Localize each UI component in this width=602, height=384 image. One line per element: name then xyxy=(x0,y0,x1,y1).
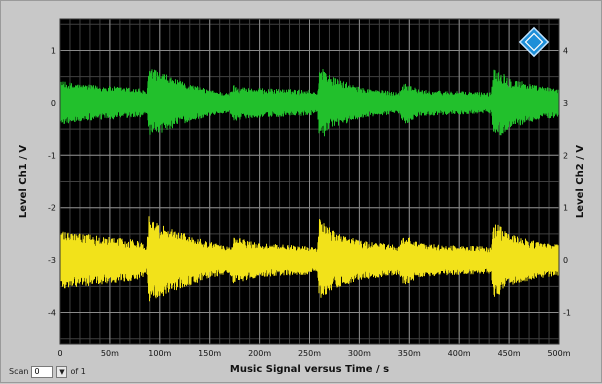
scan-selector: Scan ▼ of 1 xyxy=(9,363,86,380)
x-tick-label: 450m xyxy=(498,349,521,358)
y-right-axis-label: Level Ch2 / V xyxy=(575,145,586,218)
y-right-tick-label: 1 xyxy=(563,204,568,213)
y-right-tick-label: 2 xyxy=(563,151,568,160)
y-right-tick-label: -1 xyxy=(563,309,571,318)
x-tick-label: 250m xyxy=(298,349,321,358)
y-left-tick-label: -2 xyxy=(48,204,56,213)
x-tick-label: 0 xyxy=(57,349,62,358)
series-trace-1 xyxy=(59,68,560,137)
y-right-tick-label: 4 xyxy=(563,46,568,55)
x-tick-label: 150m xyxy=(198,349,221,358)
y-right-tick-label: 0 xyxy=(563,256,568,265)
y-left-tick-label: -4 xyxy=(48,309,56,318)
logo-diamond xyxy=(518,26,550,58)
x-tick-label: 400m xyxy=(448,349,471,358)
logo-inner xyxy=(524,32,544,52)
y-left-tick-label: -1 xyxy=(48,151,56,160)
y-left-tick-label: -3 xyxy=(48,256,56,265)
x-tick-label: 50m xyxy=(101,349,119,358)
y-right-tick-label: 3 xyxy=(563,99,568,108)
y-left-tick-label: 0 xyxy=(51,99,56,108)
scan-label: Scan xyxy=(9,367,29,376)
x-tick-label: 200m xyxy=(248,349,271,358)
rs-logo-icon xyxy=(518,26,550,58)
x-tick-label: 300m xyxy=(348,349,371,358)
y-left-axis-label: Level Ch1 / V xyxy=(18,145,29,218)
x-tick-label: 100m xyxy=(148,349,171,358)
scan-input[interactable] xyxy=(31,365,54,378)
scan-count: of 1 xyxy=(70,367,86,376)
plot-frame xyxy=(59,18,560,345)
x-tick-label: 500m xyxy=(547,349,570,358)
x-axis-label: Music Signal versus Time / s xyxy=(230,364,389,375)
grid xyxy=(59,19,560,344)
x-tick-label: 350m xyxy=(398,349,421,358)
y-left-tick-label: 1 xyxy=(51,46,56,55)
series-trace-2 xyxy=(59,216,560,302)
spin-down-icon[interactable]: ▼ xyxy=(56,365,68,378)
